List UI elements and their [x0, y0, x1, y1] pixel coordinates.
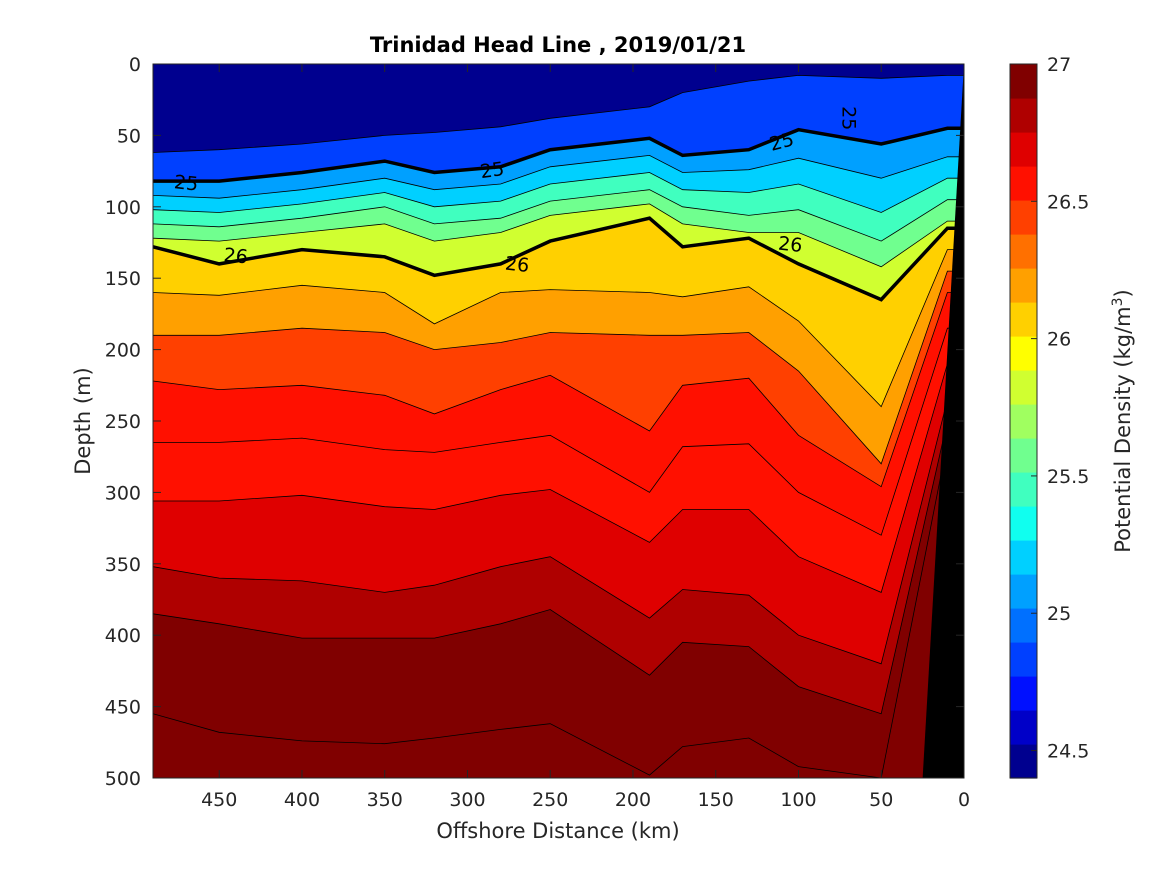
density-band [153, 442, 964, 778]
y-axis-label: Depth (m) [71, 367, 95, 474]
x-tick-label: 300 [449, 789, 485, 811]
contour-label: 26 [223, 244, 249, 268]
colorbar-tick-label: 26.5 [1047, 191, 1089, 213]
x-tick-label: 100 [780, 789, 816, 811]
contour-line [153, 74, 964, 153]
contour-label: 25 [479, 158, 506, 183]
x-tick-label: 0 [958, 789, 970, 811]
y-tick-label: 200 [105, 340, 141, 362]
x-tick-label: 50 [869, 789, 893, 811]
contour-label: 26 [504, 253, 530, 277]
contour-lines [153, 74, 964, 778]
colorbar-ticks: 24.5 25 25.5 26 26.5 27 [1031, 54, 1089, 763]
x-tick-label: 450 [201, 789, 237, 811]
colorbar-segment [1010, 676, 1037, 711]
x-tick-label: 400 [284, 789, 320, 811]
contour-line [153, 172, 964, 213]
x-tick-label: 350 [367, 789, 403, 811]
y-tick-label: 150 [105, 268, 141, 290]
colorbar-segment [1010, 166, 1037, 201]
density-fills [153, 64, 964, 778]
y-tick-label: 350 [105, 554, 141, 576]
colorbar-segment [1010, 744, 1037, 779]
contour-label: 25 [838, 106, 860, 130]
colorbar-tick-label: 25 [1047, 603, 1071, 625]
colorbar-segment [1010, 642, 1037, 677]
contour-label: 26 [777, 233, 803, 257]
y-tick-label: 400 [105, 625, 141, 647]
x-axis: 450 400 350 300 250 200 150 100 50 0 [201, 64, 970, 811]
y-axis: 0 50 100 150 200 250 300 350 400 450 500 [105, 54, 964, 790]
colorbar-segment [1010, 574, 1037, 609]
contour-line [153, 249, 964, 408]
contour-line [153, 363, 964, 593]
y-tick-label: 450 [105, 697, 141, 719]
y-tick-label: 250 [105, 411, 141, 433]
contour-line [153, 154, 964, 199]
colorbar-segment [1010, 506, 1037, 541]
x-tick-label: 200 [615, 789, 651, 811]
y-tick-label: 0 [129, 54, 141, 76]
x-tick-label: 150 [698, 789, 734, 811]
chart-title: Trinidad Head Line , 2019/01/21 [370, 33, 746, 57]
bathymetry-shape [922, 64, 964, 778]
colorbar-segment [1010, 132, 1037, 167]
y-tick-label: 300 [105, 482, 141, 504]
colorbar-tick-label: 26 [1047, 329, 1071, 351]
y-tick-label: 500 [105, 768, 141, 790]
colorbar-segment [1010, 710, 1037, 745]
colorbar-tick-label: 27 [1047, 54, 1071, 76]
colorbar-segment [1010, 200, 1037, 235]
y-tick-label: 100 [105, 197, 141, 219]
colorbar [1009, 63, 1038, 779]
colorbar-segment [1010, 336, 1037, 371]
colorbar-segment [1010, 98, 1037, 133]
x-axis-label: Offshore Distance (km) [436, 819, 679, 843]
contour-line [153, 270, 964, 465]
contour-line [153, 292, 964, 488]
colorbar-segment [1010, 64, 1037, 99]
contour-line [153, 203, 964, 268]
contour-line-bold [153, 126, 964, 183]
colorbar-segment [1010, 370, 1037, 405]
colorbar-frame [1009, 63, 1038, 779]
colorbar-segment [1010, 302, 1037, 337]
contour-line [153, 441, 964, 778]
contour-line [153, 189, 964, 242]
colorbar-tick-label: 24.5 [1047, 741, 1089, 763]
contour-label: 25 [173, 171, 199, 195]
colorbar-segment [1010, 404, 1037, 439]
y-tick-label: 50 [117, 125, 141, 147]
colorbar-segment [1010, 472, 1037, 507]
colorbar-segment [1010, 438, 1037, 473]
colorbar-segment [1010, 268, 1037, 303]
x-tick-label: 250 [532, 789, 568, 811]
colorbar-label: Potential Density (kg/m3) [1110, 289, 1135, 553]
contour-line [153, 420, 964, 715]
contour-line-bold [153, 216, 964, 302]
colorbar-segment [1010, 540, 1037, 575]
contour-line [153, 399, 964, 665]
colorbar-segment [1010, 608, 1037, 643]
colorbar-tick-label: 25.5 [1047, 466, 1089, 488]
contour-line [153, 327, 964, 536]
density-band [153, 421, 964, 778]
colorbar-segment [1010, 234, 1037, 269]
